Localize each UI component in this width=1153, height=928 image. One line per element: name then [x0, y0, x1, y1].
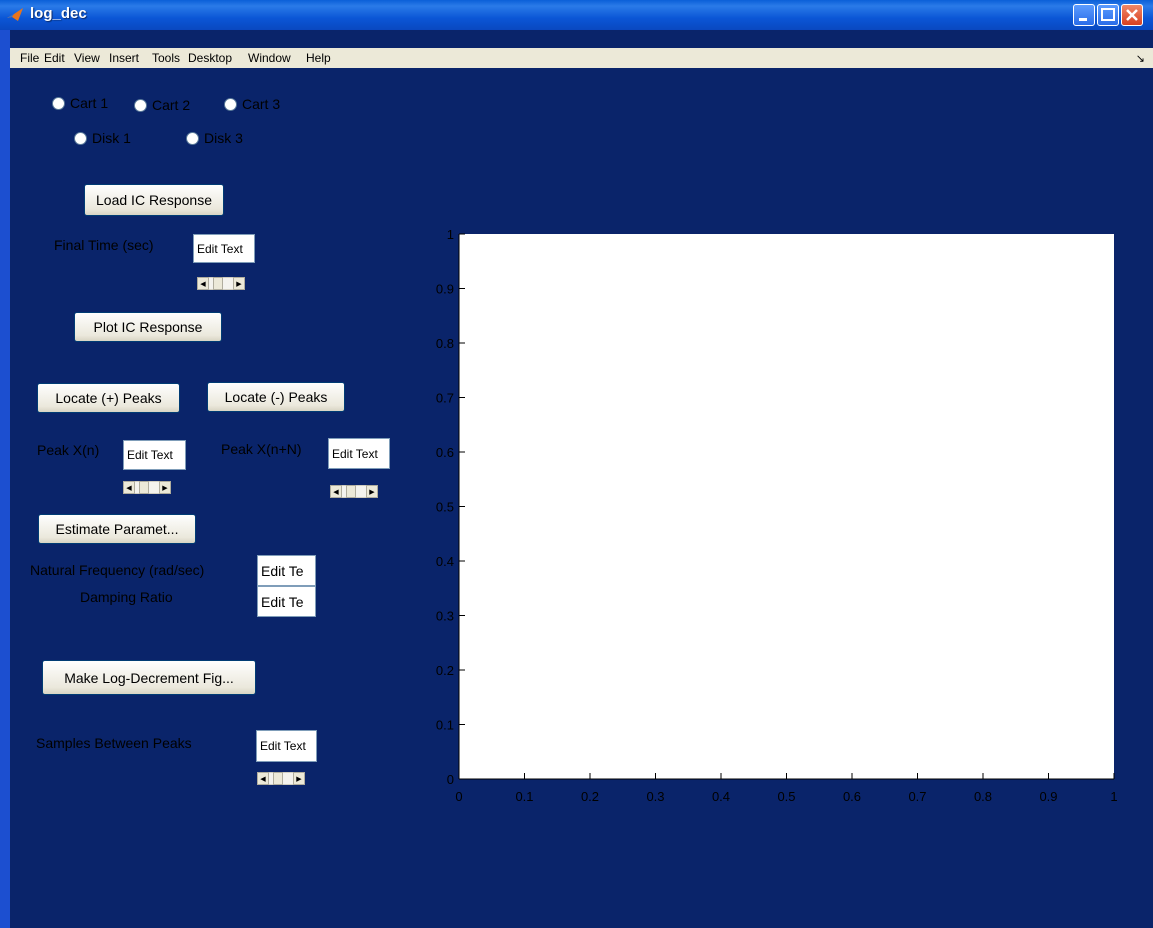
menu-edit-label: Edit	[44, 51, 65, 65]
final-time-field[interactable]: Edit Text	[193, 234, 255, 263]
radio-disk-1-label: Disk 1	[92, 130, 131, 146]
radio-circle-icon	[224, 97, 237, 111]
menu-insert-label: Insert	[109, 51, 140, 65]
menu-desktop-label: Desktop	[188, 51, 233, 65]
maximize-button[interactable]	[1097, 4, 1119, 26]
menu-bar: File Edit View Insert Tools Desktop Wind…	[10, 48, 1153, 68]
peak-xnN-slider[interactable]: ◀ ▶	[330, 485, 378, 498]
estimate-parameters-button[interactable]: Estimate Paramet...	[38, 514, 196, 544]
radio-cart-2[interactable]: Cart 2	[134, 97, 190, 113]
peak-xn-label: Peak X(n)	[37, 442, 100, 458]
samples-slider[interactable]: ◀ ▶	[257, 772, 305, 785]
menu-insert[interactable]: Insert	[109, 51, 139, 65]
radio-circle-icon	[186, 131, 199, 145]
window-title: log_dec	[30, 5, 87, 22]
slider-track[interactable]	[209, 277, 233, 290]
slider-track[interactable]	[269, 772, 293, 785]
slider-left-arrow-icon[interactable]: ◀	[257, 772, 269, 785]
natural-frequency-label: Natural Frequency (rad/sec)	[30, 562, 205, 578]
radio-disk-1[interactable]: Disk 1	[74, 130, 131, 146]
damping-ratio-field[interactable]: Edit Te	[257, 586, 316, 617]
menu-window-label: Window	[248, 51, 291, 65]
title-bar[interactable]: log_dec	[0, 0, 1153, 30]
slider-right-arrow-icon[interactable]: ▶	[233, 277, 245, 290]
slider-left-arrow-icon[interactable]: ◀	[197, 277, 209, 290]
slider-left-arrow-icon[interactable]: ◀	[330, 485, 342, 498]
slider-thumb[interactable]	[346, 485, 356, 498]
damping-ratio-label: Damping Ratio	[80, 589, 173, 605]
radio-disk-3-label: Disk 3	[204, 130, 243, 146]
radio-cart-1-label: Cart 1	[70, 95, 109, 111]
dock-arrow-icon[interactable]: ↘	[1135, 53, 1145, 65]
slider-thumb[interactable]	[213, 277, 223, 290]
samples-between-peaks-label: Samples Between Peaks	[36, 735, 192, 751]
radio-circle-icon	[52, 96, 65, 110]
menu-file[interactable]: File	[20, 51, 39, 65]
menu-edit[interactable]: Edit	[44, 51, 65, 65]
matlab-icon	[7, 8, 23, 21]
slider-thumb[interactable]	[139, 481, 149, 494]
samples-between-peaks-field[interactable]: Edit Text	[256, 730, 317, 762]
peak-xnN-label: Peak X(n+N)	[221, 441, 302, 457]
menu-tools-label: Tools	[152, 51, 181, 65]
menu-help-label: Help	[306, 51, 331, 65]
menu-file-label: File	[20, 51, 40, 65]
window-border	[0, 30, 10, 928]
radio-circle-icon	[134, 98, 147, 112]
slider-right-arrow-icon[interactable]: ▶	[293, 772, 305, 785]
menu-view-label: View	[74, 51, 100, 65]
peak-xn-field[interactable]: Edit Text	[123, 440, 186, 470]
menu-window[interactable]: Window	[248, 51, 291, 65]
locate-negative-peaks-button[interactable]: Locate (-) Peaks	[207, 382, 345, 412]
peak-xn-slider[interactable]: ◀ ▶	[123, 481, 171, 494]
close-button[interactable]	[1121, 4, 1143, 26]
minimize-icon	[1079, 18, 1087, 21]
menu-desktop[interactable]: Desktop	[188, 51, 232, 65]
peak-xnN-field[interactable]: Edit Text	[328, 438, 390, 469]
natural-frequency-field[interactable]: Edit Te	[257, 555, 316, 586]
menu-help[interactable]: Help	[306, 51, 331, 65]
maximize-icon	[1101, 8, 1115, 21]
menu-tools[interactable]: Tools	[152, 51, 180, 65]
menu-view[interactable]: View	[74, 51, 100, 65]
slider-track[interactable]	[135, 481, 159, 494]
slider-right-arrow-icon[interactable]: ▶	[366, 485, 378, 498]
minimize-button[interactable]	[1073, 4, 1095, 26]
radio-cart-3[interactable]: Cart 3	[224, 96, 280, 112]
final-time-slider[interactable]: ◀ ▶	[197, 277, 245, 290]
radio-circle-icon	[74, 131, 87, 145]
slider-thumb[interactable]	[273, 772, 283, 785]
radio-cart-3-label: Cart 3	[242, 96, 281, 112]
slider-left-arrow-icon[interactable]: ◀	[123, 481, 135, 494]
close-icon	[1126, 9, 1138, 21]
radio-disk-3[interactable]: Disk 3	[186, 130, 243, 146]
final-time-label: Final Time (sec)	[54, 237, 154, 253]
locate-positive-peaks-button[interactable]: Locate (+) Peaks	[37, 383, 180, 413]
slider-track[interactable]	[342, 485, 366, 498]
slider-right-arrow-icon[interactable]: ▶	[159, 481, 171, 494]
make-log-decrement-figure-button[interactable]: Make Log-Decrement Fig...	[42, 660, 256, 695]
plot-ic-response-button[interactable]: Plot IC Response	[74, 312, 222, 342]
load-ic-response-button[interactable]: Load IC Response	[84, 184, 224, 216]
plot-area[interactable]	[459, 234, 1114, 779]
radio-cart-2-label: Cart 2	[152, 97, 191, 113]
radio-cart-1[interactable]: Cart 1	[52, 95, 108, 111]
